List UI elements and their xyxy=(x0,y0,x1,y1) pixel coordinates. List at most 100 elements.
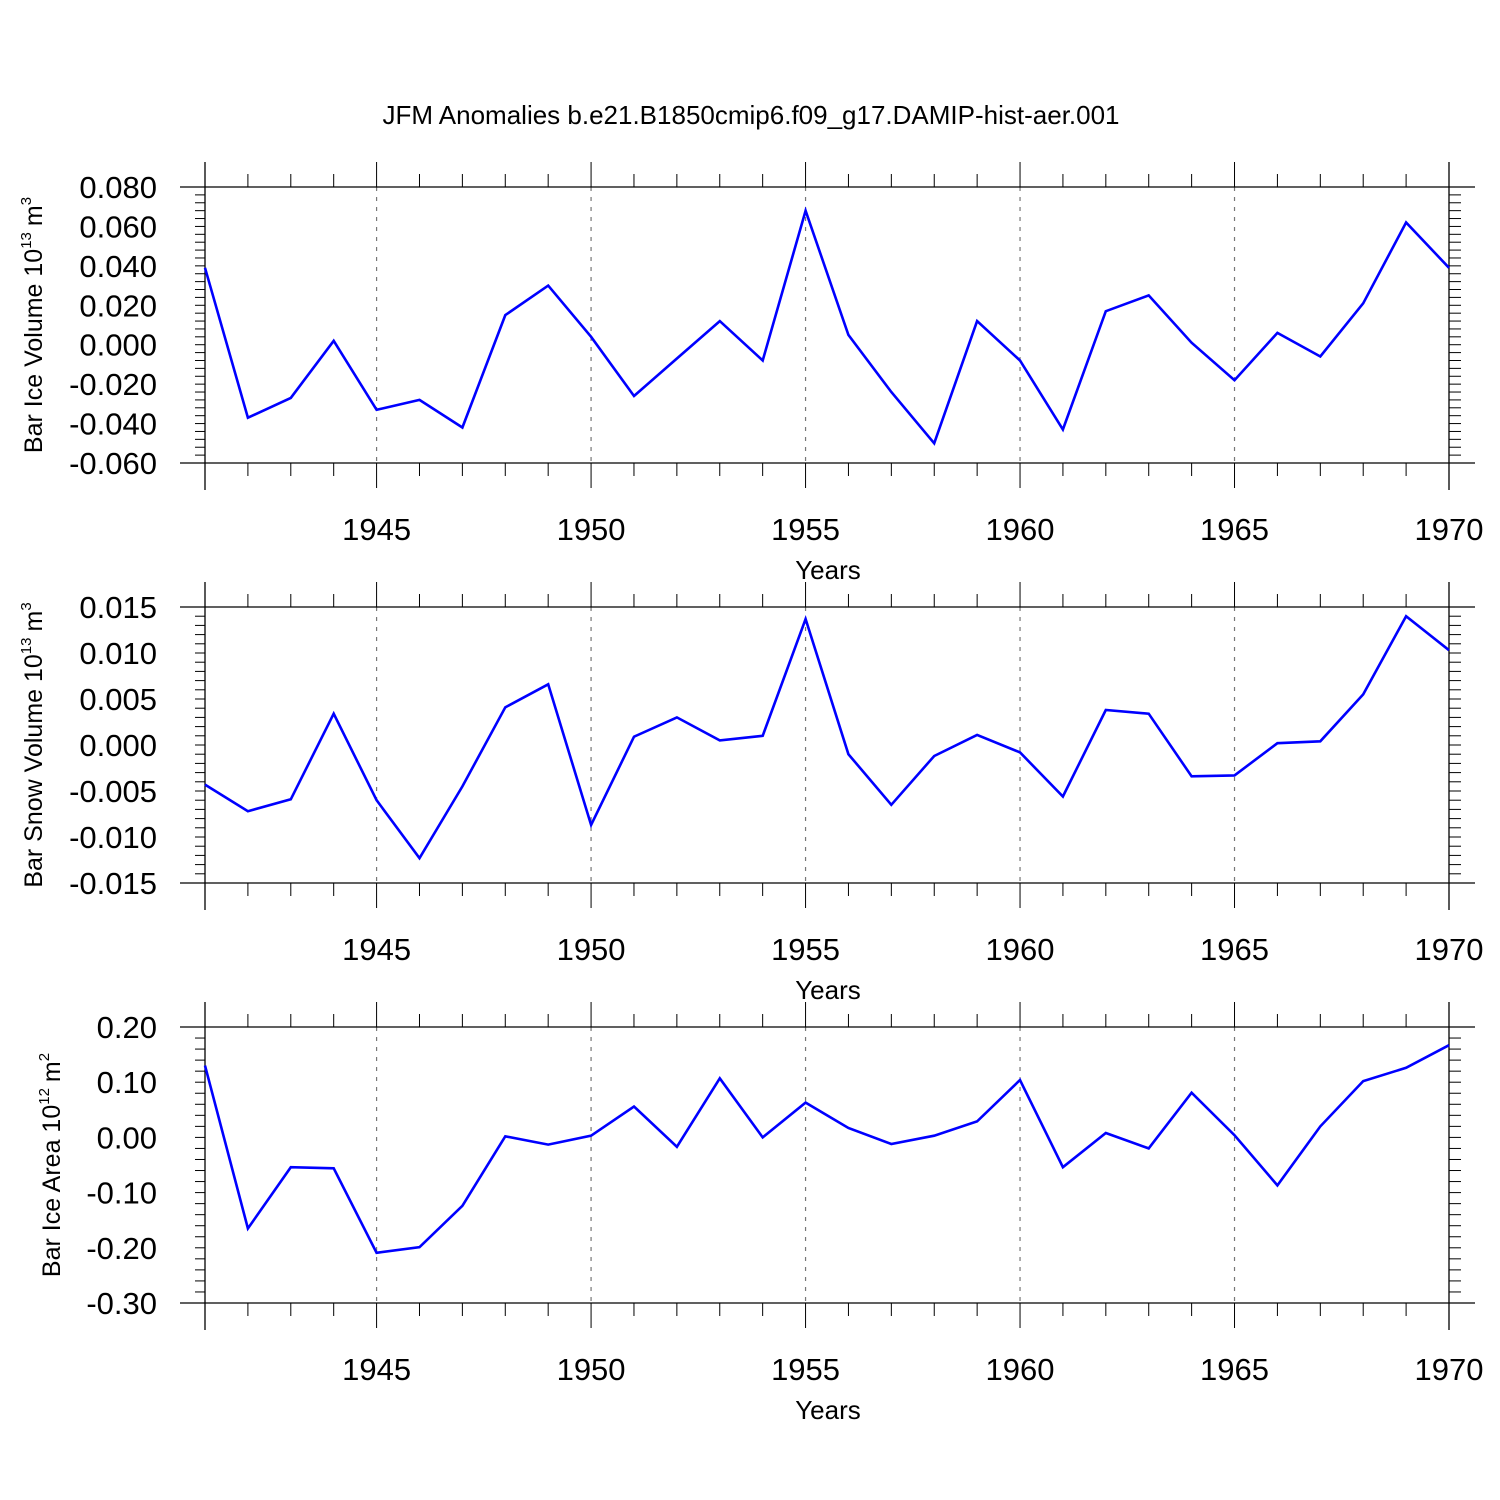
x-tick-label: 1965 xyxy=(1200,1352,1269,1387)
data-point xyxy=(847,334,850,337)
y-tick-label: -0.005 xyxy=(69,774,157,809)
data-point xyxy=(933,755,936,758)
y-tick-label: -0.10 xyxy=(86,1176,157,1211)
data-point xyxy=(1190,1091,1193,1094)
data-point xyxy=(1276,1184,1279,1187)
data-point xyxy=(1448,267,1451,270)
data-point xyxy=(804,618,807,621)
data-point xyxy=(461,426,464,429)
x-tick-label: 1965 xyxy=(1200,932,1269,967)
data-point xyxy=(847,753,850,756)
data-point xyxy=(1147,294,1150,297)
y-tick-label: -0.040 xyxy=(69,407,157,442)
x-tick-label: 1945 xyxy=(342,512,411,547)
data-point xyxy=(761,359,764,362)
y-tick-label: 0.015 xyxy=(79,590,157,625)
x-tick-label: 1960 xyxy=(986,512,1055,547)
data-point xyxy=(332,712,335,715)
data-point xyxy=(1405,221,1408,224)
data-point xyxy=(1147,1147,1150,1150)
data-point xyxy=(1190,341,1193,344)
data-point xyxy=(590,1134,593,1137)
data-point xyxy=(590,824,593,827)
y-tick-label: 0.000 xyxy=(79,328,157,363)
data-point xyxy=(204,267,207,270)
data-point xyxy=(676,357,679,360)
data-point xyxy=(847,1127,850,1130)
y-tick-label: 0.040 xyxy=(79,249,157,284)
data-point xyxy=(976,1120,979,1123)
data-point xyxy=(933,1134,936,1137)
series-line xyxy=(203,1044,1450,1255)
x-tick-label: 1950 xyxy=(557,512,626,547)
x-axis-title: Years xyxy=(795,555,861,585)
data-point xyxy=(1319,355,1322,358)
data-point xyxy=(1405,1067,1408,1070)
data-point xyxy=(332,339,335,342)
data-point xyxy=(1062,1166,1065,1169)
y-tick-label: 0.060 xyxy=(79,209,157,244)
data-point xyxy=(804,1101,807,1104)
y-axis-title: Bar Snow Volume 1013m3 xyxy=(18,602,48,887)
x-tick-label: 1950 xyxy=(557,1352,626,1387)
y-tick-label: -0.20 xyxy=(86,1231,157,1266)
data-point xyxy=(247,810,250,813)
y-tick-label: 0.080 xyxy=(79,170,157,205)
x-tick-label: 1955 xyxy=(771,932,840,967)
x-tick-label: 1955 xyxy=(771,1352,840,1387)
y-axis-title: Bar Ice Volume 1013m3 xyxy=(18,197,48,453)
data-point xyxy=(676,716,679,719)
data-point xyxy=(1362,1080,1365,1083)
data-point xyxy=(718,1077,721,1080)
y-tick-label: -0.015 xyxy=(69,866,157,901)
data-point xyxy=(633,1105,636,1108)
y-tick-label: 0.000 xyxy=(79,728,157,763)
data-point xyxy=(504,1135,507,1138)
data-point xyxy=(1319,1125,1322,1128)
x-tick-label: 1970 xyxy=(1415,1352,1484,1387)
data-point xyxy=(461,785,464,788)
data-point xyxy=(976,734,979,737)
data-point xyxy=(1448,1044,1451,1047)
x-tick-label: 1960 xyxy=(986,1352,1055,1387)
data-point xyxy=(1062,795,1065,798)
data-point xyxy=(1105,1132,1108,1135)
data-point xyxy=(761,1136,764,1139)
data-point xyxy=(1405,615,1408,618)
data-point xyxy=(1062,428,1065,431)
data-point xyxy=(418,399,421,402)
y-tick-label: 0.10 xyxy=(97,1065,157,1100)
data-point xyxy=(204,783,207,786)
data-point xyxy=(718,320,721,323)
data-point xyxy=(804,209,807,212)
y-tick-label: -0.060 xyxy=(69,446,157,481)
y-tick-label: -0.020 xyxy=(69,367,157,402)
data-point xyxy=(1233,1134,1236,1137)
x-axis-title: Years xyxy=(795,975,861,1005)
data-point xyxy=(633,735,636,738)
data-point xyxy=(289,1166,292,1169)
chart-panel-2: -0.015 -0.010 -0.005 0.000 0.005 0.010 0.015 19… xyxy=(18,582,1483,1005)
x-tick-label: 1950 xyxy=(557,932,626,967)
data-point xyxy=(418,857,421,860)
chart-panel-3: -0.30 -0.20 -0.10 0.00 0.10 0.20 1945 1950 1955 1… xyxy=(36,1002,1483,1425)
data-point xyxy=(1362,302,1365,305)
data-point xyxy=(933,442,936,445)
data-point xyxy=(718,739,721,742)
figure-title: JFM Anomalies b.e21.B1850cmip6.f09_g17.D… xyxy=(382,100,1119,130)
data-point xyxy=(375,408,378,411)
data-point xyxy=(1019,751,1022,754)
series-line xyxy=(204,614,1450,861)
y-tick-label: 0.020 xyxy=(79,288,157,323)
data-point xyxy=(504,314,507,317)
data-point xyxy=(375,799,378,802)
x-tick-label: 1970 xyxy=(1415,932,1484,967)
data-point xyxy=(1448,649,1451,652)
x-tick-label: 1945 xyxy=(342,1352,411,1387)
data-point xyxy=(1362,693,1365,696)
x-tick-label: 1945 xyxy=(342,932,411,967)
data-point xyxy=(289,397,292,400)
y-tick-label: 0.20 xyxy=(97,1010,157,1045)
data-point xyxy=(332,1167,335,1170)
data-point xyxy=(461,1205,464,1208)
